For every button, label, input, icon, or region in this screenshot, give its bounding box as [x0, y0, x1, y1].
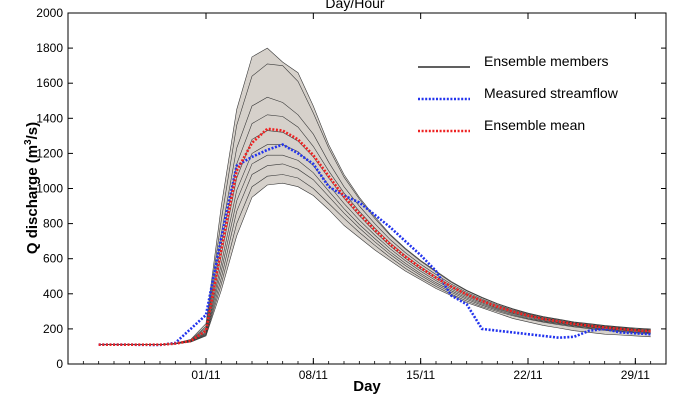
ensemble-member-line: [98, 154, 651, 346]
y-tick-label: 200: [43, 322, 63, 336]
y-tick-label: 0: [56, 357, 63, 371]
x-axis: 01/11 08/11 15/11 22/11 29/11: [82, 13, 652, 382]
ensemble-band: [98, 48, 651, 345]
y-tick-label: 600: [43, 252, 63, 266]
ensemble-member-line: [98, 174, 651, 346]
x-tick-label: 29/11: [621, 368, 650, 382]
plot-area: 0 200 400 600 800 1000 1200 1400 1600 1800 2000 01…: [36, 6, 667, 382]
legend-label: Ensemble mean: [484, 117, 585, 133]
x-tick-label: 15/11: [406, 368, 435, 382]
ensemble-member-line: [98, 47, 651, 346]
y-axis-title-end: /s): [24, 122, 41, 140]
legend-label: Ensemble members: [484, 53, 609, 69]
x-tick-label: 22/11: [513, 368, 542, 382]
legend: Ensemble members Measured streamflow Ensem…: [418, 53, 619, 133]
y-tick-label: 400: [43, 287, 63, 301]
ensemble-member-line: [98, 163, 651, 346]
y-tick-label: 800: [43, 217, 63, 231]
y-axis-title-main: Q discharge (m: [24, 145, 41, 254]
x-tick-label: 01/11: [191, 368, 220, 382]
y-tick-label: 2000: [36, 6, 63, 20]
y-tick-label: 1200: [36, 146, 63, 160]
y-tick-label: 1000: [36, 182, 63, 196]
ensemble-member-line: [98, 63, 651, 346]
chart-title: Day/Hour: [325, 0, 384, 11]
y-axis-title-sup: 3: [23, 139, 34, 145]
ensemble-envelope: [98, 48, 651, 345]
series-lines: [98, 127, 651, 347]
y-axis-title: Q discharge (m3/s): [23, 122, 41, 254]
ensemble-mean-line: [98, 127, 651, 347]
y-axis: 0 200 400 600 800 1000 1200 1400 1600 1800 2000: [36, 6, 666, 371]
y-tick-label: 1800: [36, 41, 63, 55]
y-tick-label: 1600: [36, 76, 63, 90]
measured-streamflow-line: [98, 143, 651, 347]
ensemble-member-line: [98, 182, 651, 346]
legend-label: Measured streamflow: [484, 85, 619, 101]
y-tick-label: 1400: [36, 111, 63, 125]
x-axis-title: Day: [353, 378, 381, 395]
x-tick-label: 08/11: [299, 368, 328, 382]
